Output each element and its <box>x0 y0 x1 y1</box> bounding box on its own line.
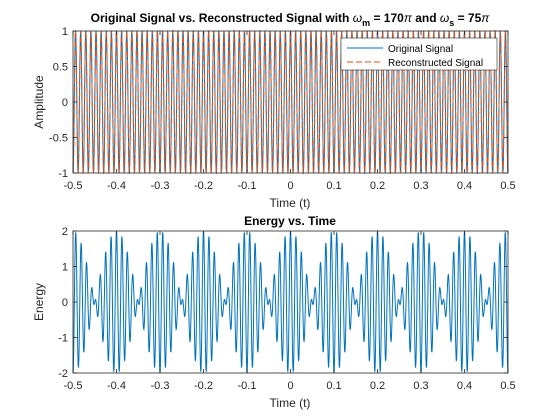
bottom-y-tick-labels: -2 -1 0 1 2 <box>58 226 68 380</box>
x-tick-label: 0.2 <box>370 380 385 392</box>
y-tick-label: 1 <box>62 262 68 274</box>
bottom-axes-box <box>72 230 509 374</box>
y-tick-label: 1 <box>62 26 68 38</box>
top-x-axis-label: Time (t) <box>270 196 311 210</box>
top-x-tick-labels: -0.5 -0.4 -0.3 -0.2 -0.1 0 0.1 0.2 0.3 0.4 0.5 <box>64 180 516 192</box>
legend: Original Signal Reconstructed Signal <box>340 37 498 71</box>
legend-original-label: Original Signal <box>388 44 453 55</box>
top-y-tick-labels: -1 -0.5 0 0.5 1 <box>49 26 68 180</box>
x-tick-label: 0.4 <box>457 380 472 392</box>
x-tick-label: -0.4 <box>107 380 126 392</box>
x-tick-label: 0.4 <box>457 180 472 192</box>
x-tick-label: -0.2 <box>194 380 213 392</box>
x-tick-label: -0.4 <box>107 180 126 192</box>
bottom-x-tick-labels: -0.5 -0.4 -0.3 -0.2 -0.1 0 0.1 0.2 0.3 0.4 0.5 <box>64 380 516 392</box>
x-tick-label: 0.3 <box>413 380 428 392</box>
x-tick-label: -0.3 <box>151 180 170 192</box>
y-tick-label: 0 <box>62 297 68 309</box>
x-tick-label: 0.5 <box>500 180 515 192</box>
x-tick-label: 0.5 <box>500 380 515 392</box>
bottom-axes: -0.5 -0.4 -0.3 -0.2 -0.1 0 0.1 0.2 0.3 0.4 0.5 -2-… <box>32 214 516 410</box>
top-axes-box <box>72 30 509 174</box>
x-tick-label: 0.2 <box>370 180 385 192</box>
bottom-tick-marks <box>72 230 509 374</box>
y-tick-label: -2 <box>58 368 68 380</box>
x-tick-label: -0.5 <box>64 380 83 392</box>
y-tick-label: 0 <box>62 97 68 109</box>
x-tick-label: -0.1 <box>238 180 257 192</box>
y-tick-label: -1 <box>58 333 68 345</box>
x-tick-label: -0.1 <box>238 380 257 392</box>
x-tick-label: -0.5 <box>64 180 83 192</box>
x-tick-label: 0 <box>287 180 293 192</box>
top-y-axis-label: Amplitude <box>32 75 46 129</box>
legend-box <box>340 37 498 71</box>
legend-reconstructed-label: Reconstructed Signal <box>388 58 483 69</box>
x-tick-label: 0.1 <box>326 380 341 392</box>
top-chart-title: Original Signal vs. Reconstructed Signal… <box>91 11 491 28</box>
y-tick-label: 2 <box>62 226 68 238</box>
y-tick-label: 0.5 <box>53 62 68 74</box>
x-tick-label: -0.3 <box>151 380 170 392</box>
y-tick-label: -1 <box>58 168 68 180</box>
reconstructed-signal-line <box>72 29 509 175</box>
x-tick-label: 0.1 <box>326 180 341 192</box>
x-tick-label: -0.2 <box>194 180 213 192</box>
bottom-x-axis-label: Time (t) <box>270 396 311 410</box>
bottom-chart-title: Energy vs. Time <box>244 214 336 228</box>
top-axes: -0.5 -0.4 -0.3 -0.2 -0.1 0 0.1 0.2 0.3 0.4 0.5 -1-… <box>32 11 516 210</box>
x-tick-label: 0 <box>287 380 293 392</box>
bottom-y-axis-label: Energy <box>32 283 46 321</box>
y-tick-label: -0.5 <box>49 133 68 145</box>
x-tick-label: 0.3 <box>413 180 428 192</box>
